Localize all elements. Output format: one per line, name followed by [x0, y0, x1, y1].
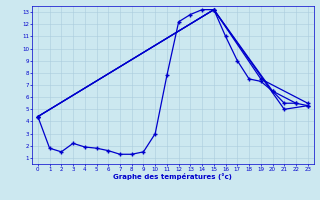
- X-axis label: Graphe des températures (°c): Graphe des températures (°c): [113, 173, 232, 180]
